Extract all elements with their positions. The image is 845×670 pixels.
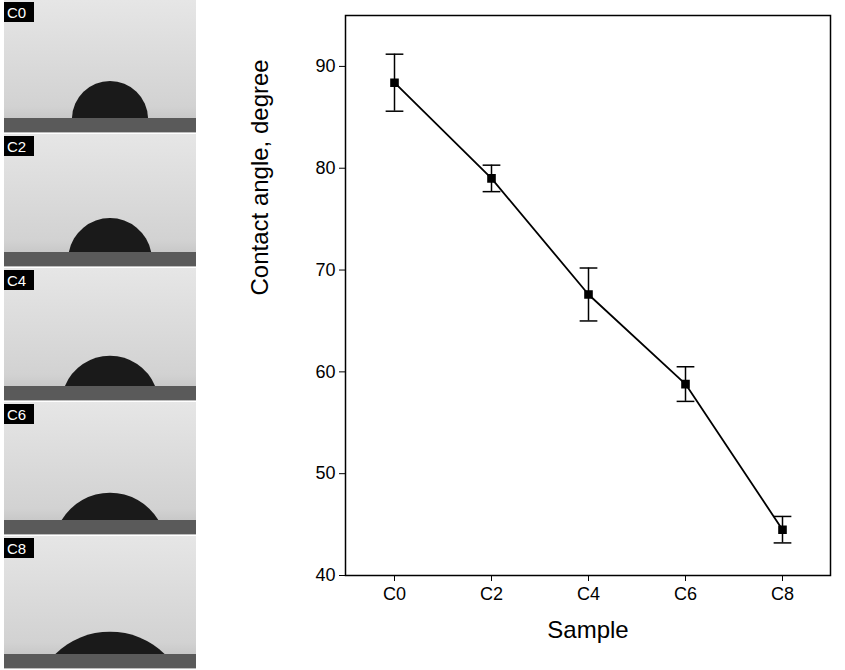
svg-text:50: 50 — [315, 463, 335, 483]
svg-text:80: 80 — [315, 158, 335, 178]
svg-text:C6: C6 — [7, 406, 26, 423]
svg-text:C8: C8 — [7, 540, 26, 557]
svg-text:C2: C2 — [480, 584, 503, 604]
svg-text:Contact angle, degree: Contact angle, degree — [246, 59, 273, 295]
svg-text:70: 70 — [315, 260, 335, 280]
svg-text:C0: C0 — [383, 584, 406, 604]
svg-text:60: 60 — [315, 362, 335, 382]
svg-text:C6: C6 — [674, 584, 697, 604]
svg-text:C4: C4 — [7, 272, 26, 289]
svg-text:C4: C4 — [577, 584, 600, 604]
svg-text:Sample: Sample — [547, 616, 628, 643]
svg-text:C0: C0 — [7, 4, 26, 21]
svg-text:40: 40 — [315, 565, 335, 585]
svg-text:C2: C2 — [7, 138, 26, 155]
svg-text:C8: C8 — [771, 584, 794, 604]
svg-text:90: 90 — [315, 56, 335, 76]
